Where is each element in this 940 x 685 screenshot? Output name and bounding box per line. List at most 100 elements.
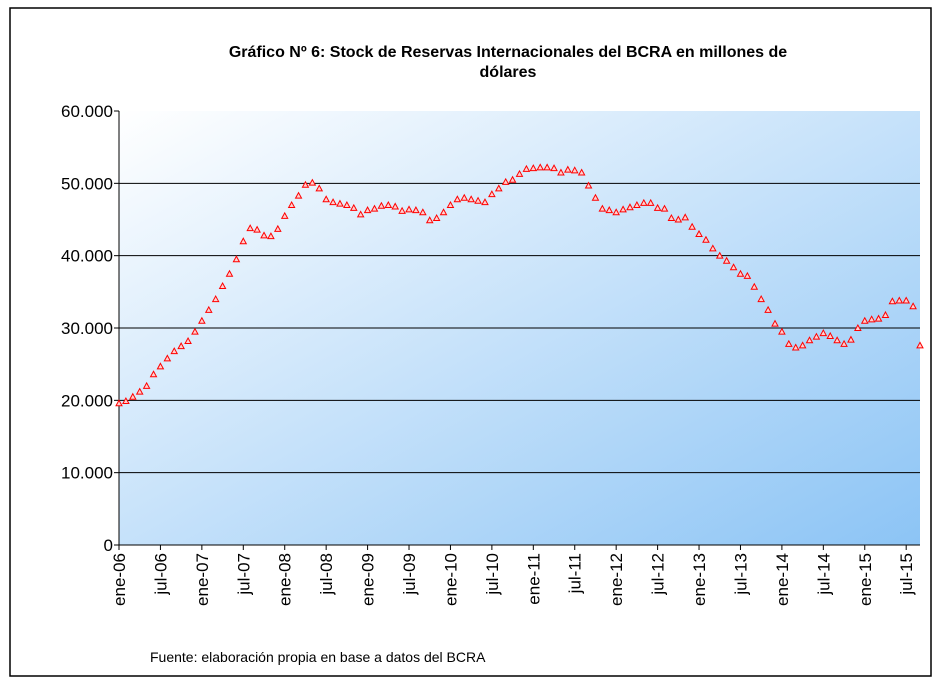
marker: [115, 399, 123, 407]
marker: [909, 302, 917, 310]
marker: [170, 347, 179, 355]
marker: [315, 184, 324, 192]
marker: [218, 282, 227, 290]
marker: [529, 164, 538, 172]
marker: [370, 204, 379, 212]
marker: [232, 255, 241, 263]
marker: [122, 397, 130, 405]
chart-title: Gráfico Nº 6: Stock de Reservas Internac…: [229, 44, 787, 81]
marker: [681, 213, 690, 221]
marker: [612, 208, 621, 216]
marker: [743, 271, 752, 279]
x-tick-label: ene-10: [441, 553, 460, 606]
marker: [225, 269, 234, 277]
marker: [308, 178, 317, 186]
marker: [702, 235, 710, 243]
marker: [391, 202, 400, 210]
y-tick-label: 0: [104, 536, 113, 555]
marker: [156, 362, 165, 370]
marker: [356, 210, 365, 218]
marker: [639, 198, 648, 206]
x-tick-label: jul-11: [566, 553, 585, 594]
marker: [301, 180, 310, 188]
marker: [660, 204, 669, 212]
marker: [736, 269, 745, 277]
marker: [439, 208, 448, 216]
marker: [260, 231, 268, 239]
marker: [867, 315, 876, 323]
marker: [177, 342, 185, 350]
marker: [771, 319, 779, 327]
x-tick-label: jul-15: [897, 553, 916, 596]
marker: [405, 205, 413, 213]
marker: [563, 165, 572, 173]
marker: [239, 237, 248, 245]
marker: [750, 282, 759, 290]
marker: [667, 214, 676, 222]
marker: [605, 206, 614, 214]
marker: [764, 305, 772, 313]
marker: [633, 200, 641, 209]
marker: [729, 263, 738, 271]
marker: [805, 336, 814, 344]
marker: [494, 184, 503, 192]
marker: [784, 339, 793, 347]
marker: [377, 201, 386, 209]
marker: [425, 216, 434, 224]
marker: [267, 232, 275, 240]
marker: [674, 215, 683, 223]
marker: [432, 214, 441, 222]
marker: [584, 181, 593, 189]
x-tick-label: jul-14: [814, 553, 833, 596]
marker: [570, 166, 579, 174]
marker: [418, 208, 427, 216]
marker: [557, 168, 565, 176]
marker: [515, 169, 524, 177]
marker: [322, 195, 330, 203]
x-tick-label: jul-09: [400, 553, 419, 596]
marker: [840, 339, 848, 347]
marker: [280, 211, 289, 219]
marker: [709, 244, 717, 252]
y-tick-label: 10.000: [61, 464, 113, 483]
marker: [474, 196, 482, 204]
x-tick-label: ene-07: [193, 553, 212, 606]
marker: [501, 177, 510, 185]
marker: [508, 175, 517, 183]
marker: [329, 198, 337, 206]
marker: [812, 332, 821, 340]
marker: [722, 256, 731, 264]
marker: [577, 168, 586, 176]
marker: [453, 195, 462, 203]
marker: [536, 163, 545, 171]
marker: [184, 336, 192, 345]
y-tick-label: 60.000: [61, 102, 113, 121]
marker: [211, 295, 220, 303]
marker: [791, 343, 800, 351]
marker: [715, 251, 724, 259]
x-tick-label: ene-11: [524, 553, 543, 605]
marker: [619, 205, 627, 213]
x-tick-label: ene-09: [359, 553, 378, 606]
marker: [895, 296, 904, 304]
marker: [874, 314, 883, 322]
marker: [757, 295, 766, 303]
marker: [653, 203, 662, 211]
marker: [446, 200, 455, 209]
marker: [626, 203, 634, 211]
marker: [398, 206, 406, 214]
marker: [598, 204, 607, 212]
marker: [695, 229, 703, 237]
marker: [204, 305, 213, 313]
marker: [826, 331, 835, 339]
marker: [550, 164, 558, 172]
marker: [778, 327, 786, 335]
x-tick-label: ene-14: [773, 553, 792, 606]
x-tick-label: jul-07: [234, 553, 253, 596]
marker: [287, 200, 296, 209]
marker: [273, 224, 282, 232]
marker: [798, 341, 807, 349]
marker: [246, 224, 255, 232]
marker: [543, 163, 551, 171]
marker: [191, 327, 199, 335]
